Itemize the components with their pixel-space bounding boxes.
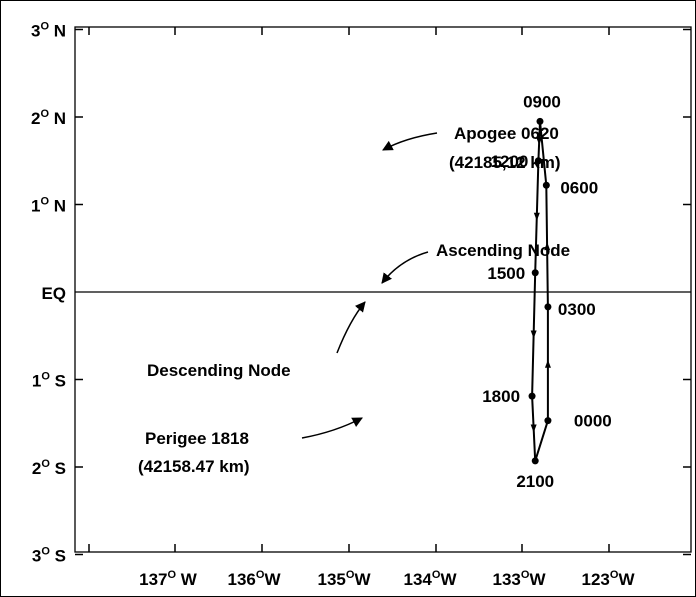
track-time-label: 1800	[482, 387, 520, 406]
x-tick-label: 137O W	[139, 569, 198, 589]
track-point	[542, 181, 550, 189]
track-direction-arrow	[530, 424, 537, 433]
track-point	[534, 157, 542, 165]
track-time-label: 0300	[558, 300, 596, 319]
track-direction-arrow	[533, 212, 540, 221]
track-point	[536, 117, 544, 125]
track-time-label: 0600	[560, 178, 598, 197]
y-tick-label: 3O S	[32, 546, 66, 566]
x-axis-ticks: 137O W 136OW 135OW 134OW 133OW 123OW	[88, 27, 636, 589]
track-time-label: 1500	[487, 264, 525, 283]
track-point	[544, 417, 552, 425]
track-time-label: 0900	[523, 92, 561, 111]
track-direction-arrow	[544, 242, 551, 251]
plot-area	[74, 26, 692, 553]
x-tick-label: 123OW	[582, 569, 636, 589]
annotation-ascending-node-label: Ascending Node	[436, 241, 570, 260]
ground-track-line	[531, 121, 549, 462]
annotation-descending-node-label: Descending Node	[147, 361, 291, 380]
track-point	[544, 303, 552, 311]
y-tick-label: 2O N	[31, 108, 66, 128]
annotation-perigee-line2: (42158.47 km)	[138, 457, 250, 476]
track-direction-arrow	[536, 137, 543, 146]
annotation-apogee: Apogee 0620 (42185,12 km)	[382, 124, 561, 172]
track-point	[528, 392, 536, 400]
x-tick-label: 135OW	[318, 569, 372, 589]
annotation-descending-node-arrow	[336, 301, 366, 354]
y-tick-label: 2O S	[32, 458, 66, 478]
track-time-label: 1200	[491, 152, 529, 171]
ground-track	[530, 121, 551, 462]
track-time-label: 2100	[516, 472, 554, 491]
annotation-ascending-node: Ascending Node	[381, 241, 570, 284]
track-point	[531, 457, 539, 465]
annotation-ascending-node-arrow	[381, 251, 429, 284]
track-time-label: 0000	[574, 412, 612, 431]
annotation-descending-node: Descending Node	[147, 301, 366, 380]
track-direction-arrow	[544, 359, 551, 368]
annotation-apogee-line2: (42185,12 km)	[449, 153, 561, 172]
y-tick-label: 1O N	[31, 196, 66, 216]
y-axis-ticks: 3O N 2O N 1O N EQ 1O S 2O S 3O S	[31, 21, 691, 566]
x-tick-label: 133OW	[493, 569, 547, 589]
y-tick-label: EQ	[41, 284, 66, 303]
annotation-apogee-arrow	[382, 132, 438, 151]
ground-track-points: 0000 0300 0600 0900 1200 1500 1800 2100	[482, 92, 612, 491]
annotation-perigee-arrow	[301, 417, 363, 439]
x-tick-label: 136OW	[228, 569, 282, 589]
x-tick-label: 134OW	[404, 569, 458, 589]
y-tick-label: 1O S	[32, 371, 66, 391]
track-point	[531, 269, 539, 277]
annotation-apogee-line1: Apogee 0620	[454, 124, 559, 143]
y-tick-label: 3O N	[31, 21, 66, 41]
annotation-perigee: Perigee 1818 (42158.47 km)	[138, 417, 363, 476]
track-direction-arrow	[530, 330, 537, 339]
annotation-perigee-line1: Perigee 1818	[145, 429, 249, 448]
